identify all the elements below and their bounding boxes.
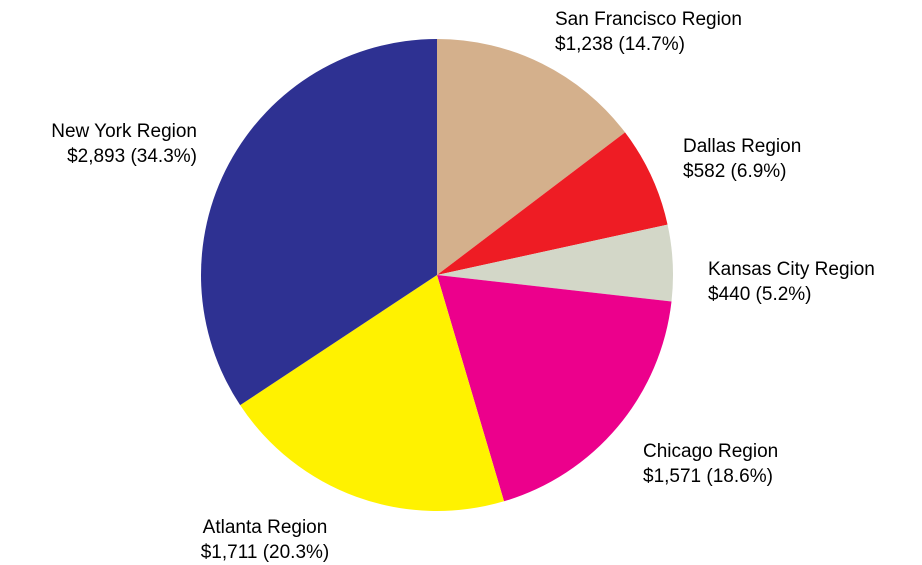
slice-label: Kansas City Region (708, 259, 875, 280)
slice-value-label: $582 (6.9%) (683, 161, 787, 182)
slice-value-label: $1,238 (14.7%) (555, 34, 685, 55)
slice-value-label: $2,893 (34.3%) (67, 146, 197, 167)
slice-value-label: $1,711 (20.3%) (201, 542, 330, 563)
slice-value-label: $440 (5.2%) (708, 284, 812, 305)
slice-label: Atlanta Region (203, 517, 328, 538)
slice-value-label: $1,571 (18.6%) (643, 466, 773, 487)
pie-slice (437, 224, 674, 302)
pie-slice (437, 39, 626, 275)
pie-slice (437, 275, 672, 502)
slice-label: New York Region (51, 121, 197, 142)
pie-slice (240, 275, 505, 511)
slice-label: San Francisco Region (555, 9, 742, 30)
pie-slice (437, 132, 668, 275)
slice-label: Chicago Region (643, 441, 778, 462)
slice-label: Dallas Region (683, 136, 801, 157)
pie-slice (201, 39, 437, 406)
